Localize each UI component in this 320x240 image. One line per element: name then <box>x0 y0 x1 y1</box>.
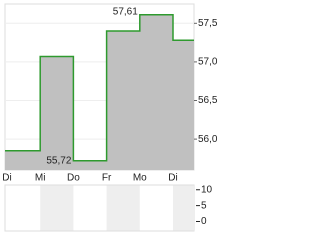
y-tick-label: 56,5 <box>198 95 218 106</box>
y-tick-label: 57,0 <box>198 57 218 68</box>
chart: 56,0 56,5 57,0 57,5 Di Mi Do Fr Mo Di 55,72 57,61 0 5… <box>2 3 218 232</box>
band <box>40 185 74 231</box>
x-tick-label: Di <box>2 173 11 184</box>
x-tick-label: Mo <box>133 173 147 184</box>
x-tick-label: Fr <box>102 173 112 184</box>
x-tick-label: Do <box>67 173 80 184</box>
y-tick-label: 0 <box>201 216 207 227</box>
x-tick-label: Mi <box>35 173 46 184</box>
band <box>173 185 194 231</box>
volume-frame <box>4 184 195 232</box>
y-tick-label: 5 <box>201 200 207 211</box>
band <box>106 185 140 231</box>
area <box>5 14 194 171</box>
value-label: 55,72 <box>46 155 71 166</box>
x-tick-label: Di <box>168 173 177 184</box>
y-tick-label: 56,0 <box>198 134 218 145</box>
y-tick-label: 10 <box>201 184 213 195</box>
value-label: 57,61 <box>113 6 138 17</box>
line <box>5 14 194 162</box>
y-tick-label: 57,5 <box>198 18 218 29</box>
